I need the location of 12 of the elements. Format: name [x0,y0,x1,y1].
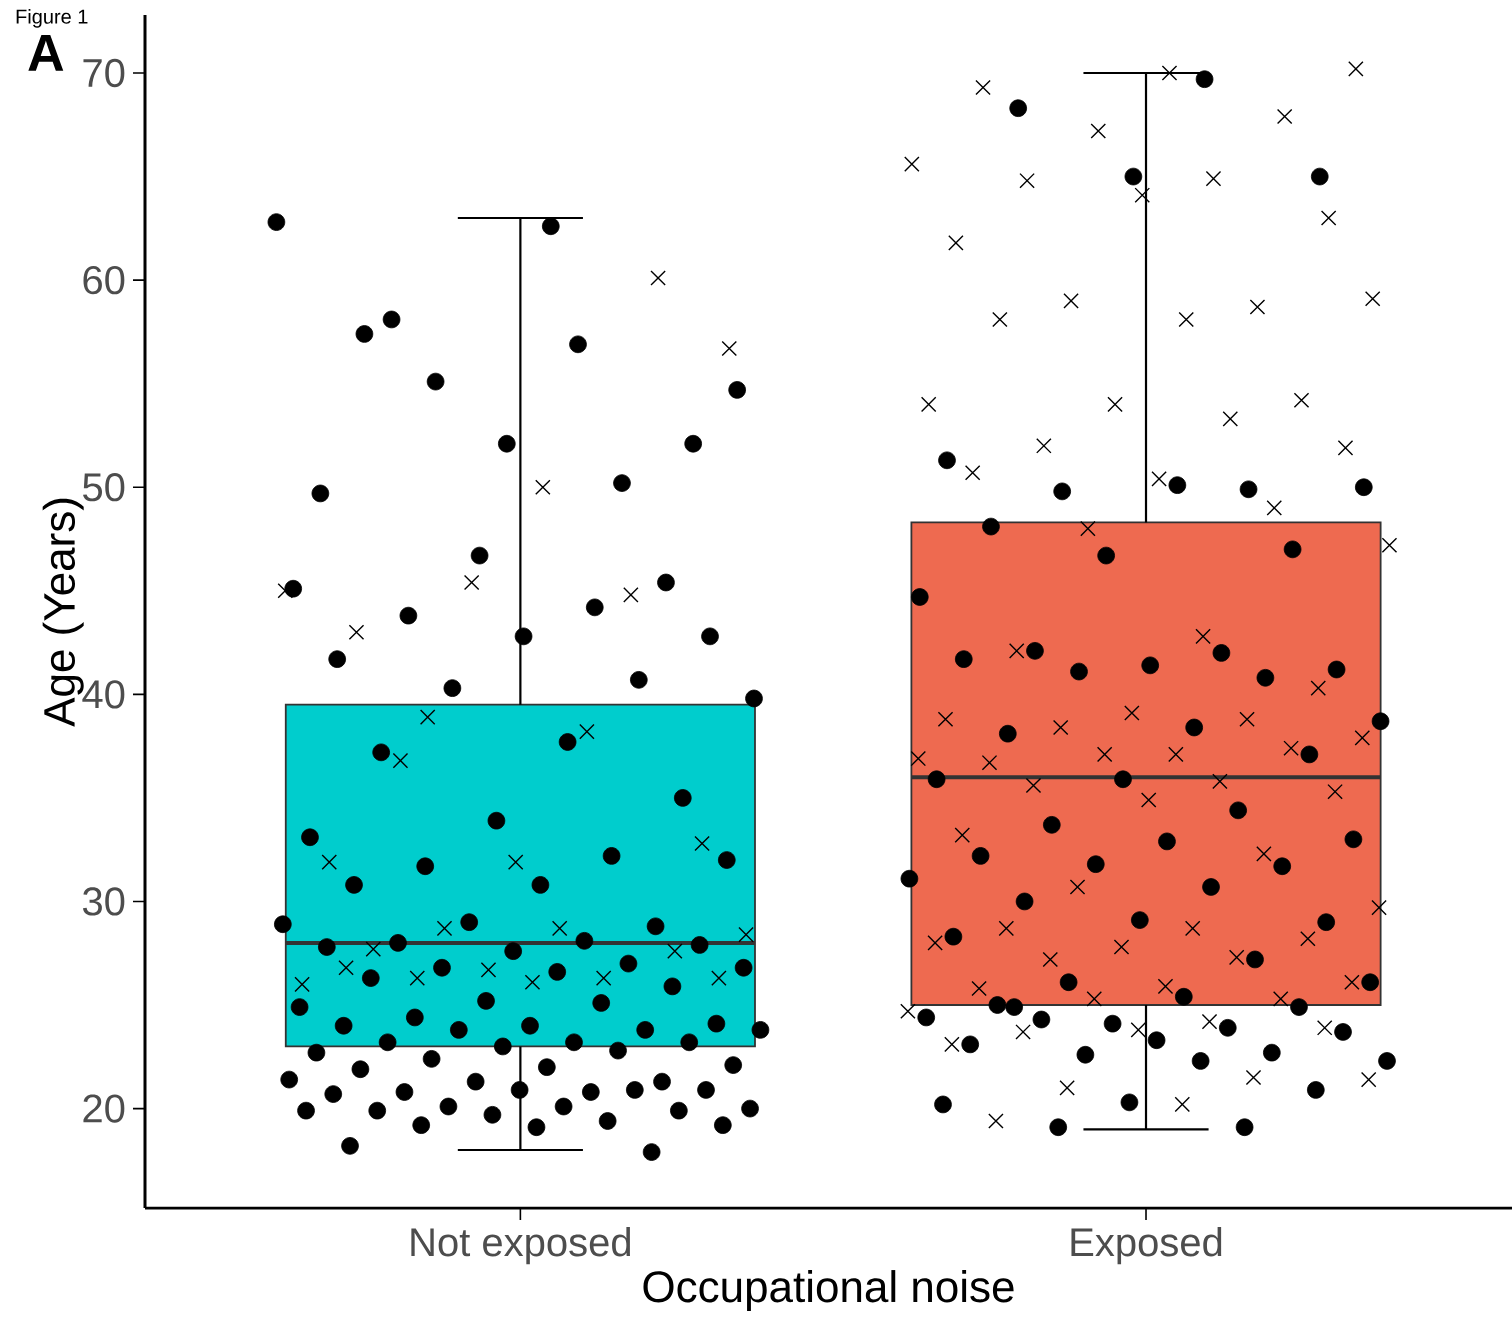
x-tick-label: Not exposed [411,1227,631,1265]
text: A [28,35,64,71]
y-axis-title: Age (Years) [42,498,84,727]
x-tick-label: Exposed [1071,1227,1222,1265]
y-tick-label: 20 [83,1094,125,1123]
x-axis-title: Occupational noise [643,1270,1014,1312]
y-tick-label: 70 [83,58,125,88]
y-tick-label: 40 [82,680,125,709]
y-tick-label: 60 [83,265,125,295]
y-tick-label: 30 [82,887,125,916]
y-tick-label: 50 [83,473,125,502]
caption: Figure 1 [16,9,88,28]
